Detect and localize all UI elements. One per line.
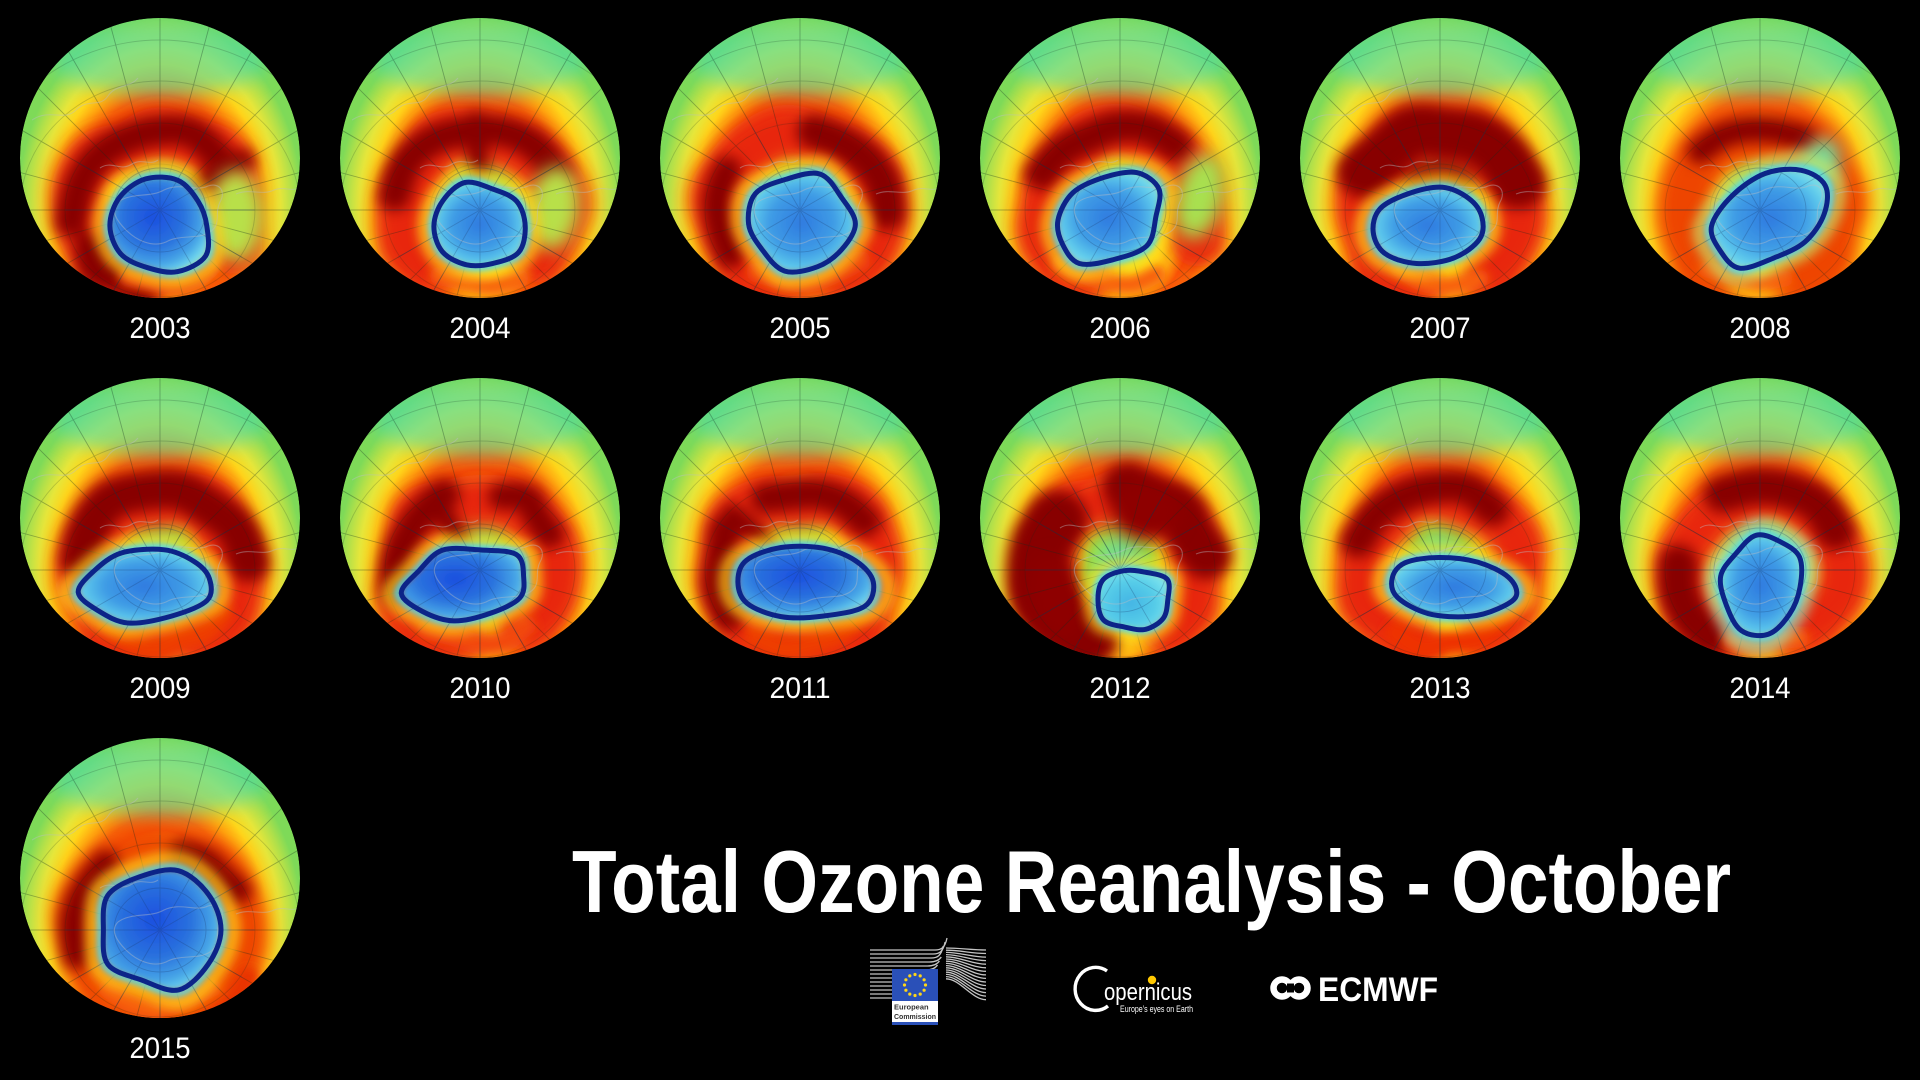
svg-text:2012: 2012 (1090, 672, 1151, 705)
svg-text:2004: 2004 (450, 312, 511, 345)
svg-text:2008: 2008 (1730, 312, 1791, 345)
svg-text:2003: 2003 (130, 312, 191, 345)
svg-text:2007: 2007 (1410, 312, 1471, 345)
svg-text:2014: 2014 (1730, 672, 1791, 705)
svg-text:2011: 2011 (770, 672, 831, 705)
svg-text:Commission: Commission (894, 1012, 936, 1021)
svg-text:Total Ozone Reanalysis - Octob: Total Ozone Reanalysis - October (572, 832, 1731, 931)
svg-text:2005: 2005 (770, 312, 831, 345)
svg-text:2006: 2006 (1090, 312, 1151, 345)
svg-text:2010: 2010 (450, 672, 511, 705)
svg-text:2009: 2009 (130, 672, 191, 705)
svg-text:European: European (894, 1003, 929, 1012)
svg-text:ECMWF: ECMWF (1318, 971, 1438, 1009)
svg-text:opernicus: opernicus (1104, 979, 1192, 1006)
svg-text:2013: 2013 (1410, 672, 1471, 705)
svg-text:2015: 2015 (130, 1032, 191, 1065)
svg-text:Europe’s eyes on Earth: Europe’s eyes on Earth (1120, 1004, 1193, 1014)
